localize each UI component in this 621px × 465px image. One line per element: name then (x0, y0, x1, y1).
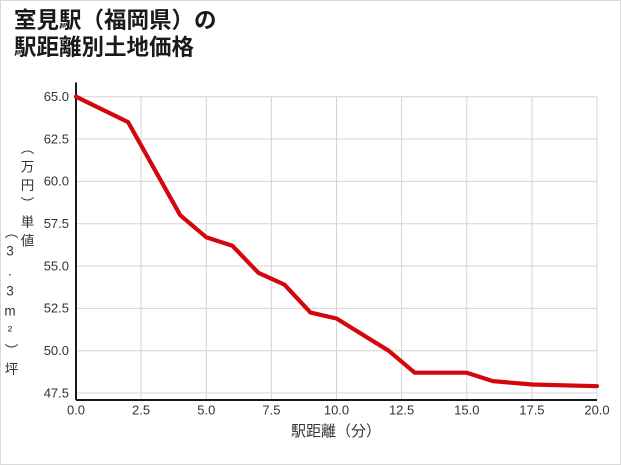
svg-text:0.0: 0.0 (67, 403, 85, 418)
svg-text:15.0: 15.0 (454, 403, 479, 418)
svg-text:65.0: 65.0 (44, 89, 69, 104)
svg-text:駅距離（分）: 駅距離（分） (291, 423, 381, 440)
svg-text:5.0: 5.0 (197, 403, 215, 418)
svg-text:17.5: 17.5 (519, 403, 544, 418)
svg-text:2.5: 2.5 (132, 403, 150, 418)
svg-text:10.0: 10.0 (324, 403, 349, 418)
svg-text:60.0: 60.0 (44, 174, 69, 189)
svg-text:7.5: 7.5 (262, 403, 280, 418)
svg-text:52.5: 52.5 (44, 301, 69, 316)
svg-text:50.0: 50.0 (44, 343, 69, 358)
svg-text:62.5: 62.5 (44, 131, 69, 146)
svg-text:55.0: 55.0 (44, 258, 69, 273)
svg-text:20.0: 20.0 (584, 403, 609, 418)
svg-text:12.5: 12.5 (389, 403, 414, 418)
svg-text:47.5: 47.5 (44, 385, 69, 400)
svg-text:57.5: 57.5 (44, 216, 69, 231)
